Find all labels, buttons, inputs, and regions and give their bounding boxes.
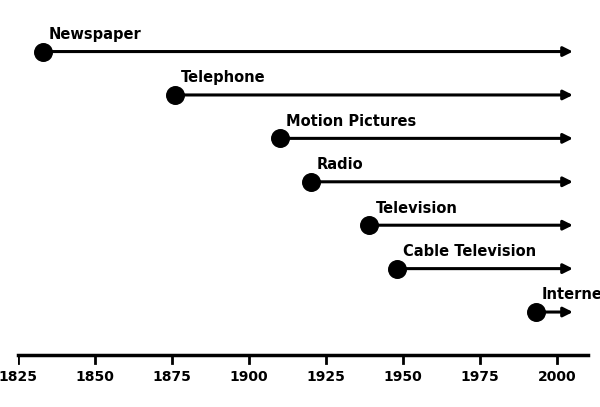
Text: Newspaper: Newspaper [49, 27, 142, 42]
Text: 1850: 1850 [76, 370, 115, 384]
Text: 1925: 1925 [307, 370, 346, 384]
Point [306, 179, 316, 185]
Text: Radio: Radio [317, 157, 364, 172]
Text: Telephone: Telephone [181, 70, 266, 85]
Point [38, 48, 47, 55]
Point [170, 92, 180, 98]
Text: 1950: 1950 [384, 370, 422, 384]
Text: 1975: 1975 [461, 370, 500, 384]
Text: 1825: 1825 [0, 370, 37, 384]
Text: 1900: 1900 [230, 370, 268, 384]
Text: Cable Television: Cable Television [403, 244, 536, 259]
Text: 2000: 2000 [538, 370, 577, 384]
Point [392, 265, 402, 272]
Point [364, 222, 374, 228]
Point [275, 135, 284, 142]
Text: Television: Television [376, 201, 457, 216]
Text: 1875: 1875 [152, 370, 191, 384]
Text: Internet: Internet [542, 287, 600, 302]
Point [531, 309, 541, 315]
Text: Motion Pictures: Motion Pictures [286, 114, 416, 129]
